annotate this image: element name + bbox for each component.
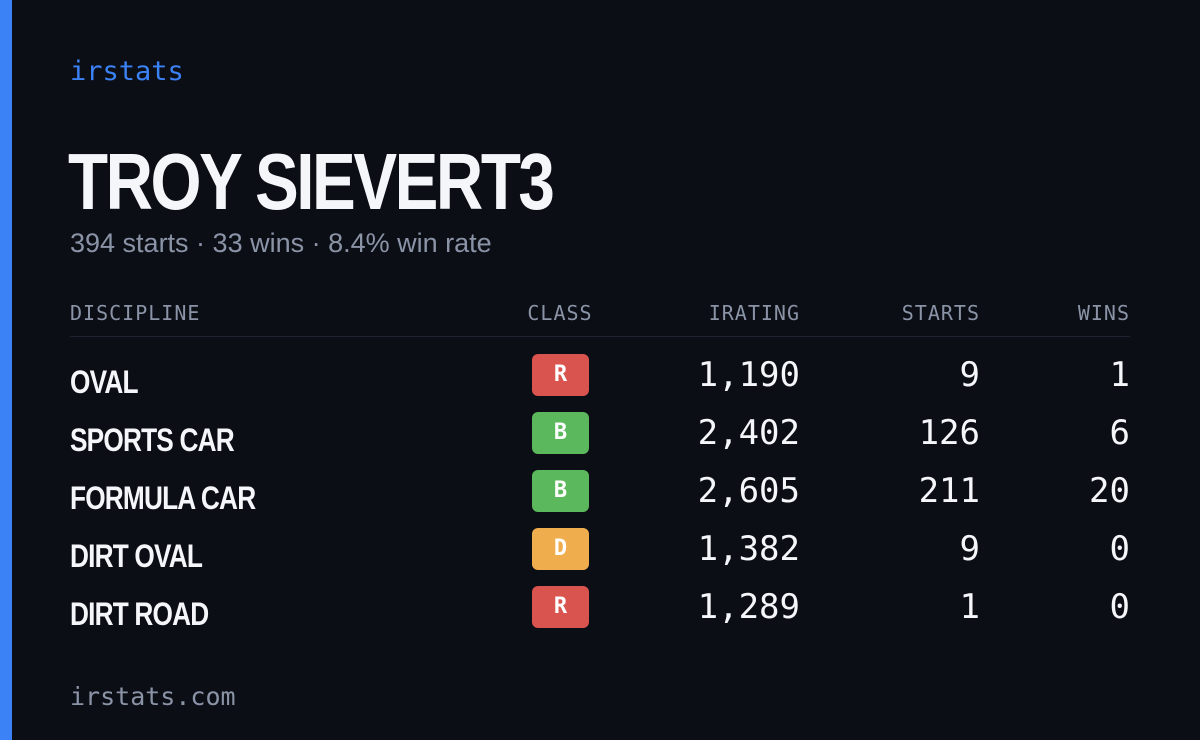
column-header: DISCIPLINE: [70, 301, 201, 325]
class-badge: B: [532, 412, 589, 454]
header-rule: [70, 336, 1130, 337]
wins-value: 20: [1089, 471, 1130, 511]
irating-value: 1,289: [697, 587, 800, 627]
irating-value: 1,190: [697, 355, 800, 395]
irating-value: 1,382: [697, 529, 800, 569]
discipline: SPORTS CAR: [70, 422, 235, 458]
column-header: WINS: [1077, 301, 1130, 325]
column-header: IRATING: [708, 301, 800, 325]
wins-value: 0: [1109, 587, 1130, 627]
discipline: DIRT OVAL: [70, 538, 203, 574]
discipline: OVAL: [70, 364, 138, 400]
discipline: DIRT ROAD: [70, 596, 209, 632]
starts-value: 9: [959, 355, 980, 395]
wins-value: 6: [1109, 413, 1130, 453]
class-badge: R: [532, 354, 589, 396]
brand: irstats: [70, 56, 184, 87]
column-header: STARTS: [901, 301, 980, 325]
footer-link: irstats.com: [70, 682, 236, 711]
discipline: FORMULA CAR: [70, 480, 256, 516]
starts-value: 126: [918, 413, 980, 453]
irating-value: 2,402: [697, 413, 800, 453]
wins-value: 1: [1109, 355, 1130, 395]
column-header: CLASS: [527, 301, 593, 325]
irating-value: 2,605: [697, 471, 800, 511]
class-badge: D: [532, 528, 589, 570]
starts-value: 211: [918, 471, 980, 511]
summary: 394 starts · 33 wins · 8.4% win rate: [70, 228, 492, 258]
wins-value: 0: [1109, 529, 1130, 569]
starts-value: 1: [959, 587, 980, 627]
starts-value: 9: [959, 529, 980, 569]
player-name: TROY SIEVERT3: [68, 137, 555, 226]
class-badge: R: [532, 586, 589, 628]
accent-bar: [0, 0, 12, 740]
class-badge: B: [532, 470, 589, 512]
